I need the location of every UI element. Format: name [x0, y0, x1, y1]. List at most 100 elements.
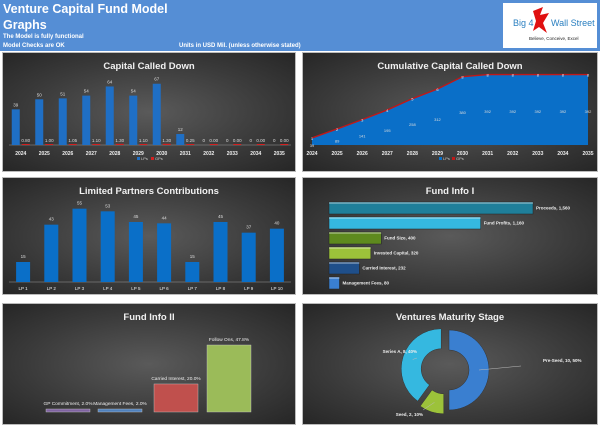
data-label: Pre-Seed, 10, 50%: [543, 358, 582, 363]
gp-data-label: 1.30: [162, 138, 171, 143]
gp-bar: [92, 143, 101, 145]
lp-data-label: 64: [107, 79, 113, 84]
x-tick-label: LP 6: [160, 286, 170, 291]
x-tick-label: 2031: [482, 151, 493, 157]
legend-swatch-gps: [452, 157, 455, 160]
x-tick-label: 2030: [156, 151, 167, 157]
x-tick-label: 2025: [332, 151, 343, 157]
lp-bar: [176, 134, 185, 145]
chart-title: Cumulative Capital Called Down: [377, 61, 522, 72]
lp-data-label: 392: [534, 109, 541, 114]
gp-bar: [233, 144, 242, 145]
bar: [328, 261, 360, 275]
lp-data-label: 39: [13, 102, 19, 107]
gp-data-label: 1.05: [68, 138, 77, 143]
bar: [328, 276, 340, 290]
x-tick-label: 2034: [250, 151, 261, 157]
gps-line: [311, 73, 588, 139]
data-label: 40: [274, 221, 280, 226]
x-tick-label: LP 10: [271, 286, 283, 291]
lp-data-label: 141: [359, 133, 366, 138]
gp-data-label: 6: [436, 87, 439, 92]
legend-label-gps: GPs: [456, 156, 464, 161]
lp-bar: [58, 98, 67, 145]
gp-data-label: 8: [487, 73, 490, 78]
data-label: Follow Ons, 47.8%: [209, 337, 250, 343]
legend-label-lps: LPs: [141, 156, 148, 161]
lp-bar: [152, 83, 161, 145]
gp-bar: [139, 143, 148, 145]
data-label: 15: [21, 254, 27, 259]
x-tick-label: LP 1: [19, 286, 29, 291]
bar: [328, 216, 481, 230]
x-tick-label: 2031: [180, 151, 191, 157]
lp-data-label: 392: [560, 109, 567, 114]
bar: [328, 201, 534, 215]
gp-data-label: 0.00: [209, 138, 218, 143]
leader-line: [422, 402, 435, 411]
data-label: Management Fees, 2.0%: [93, 401, 147, 407]
lp-bar: [157, 223, 172, 282]
lp-contributions-chart: Limited Partners Contributions 15 LP 1 43 LP…: [2, 177, 296, 295]
gp-data-label: 8: [562, 73, 565, 78]
lp-bar: [185, 262, 200, 282]
lp-bar: [44, 224, 59, 282]
gp-data-label: 4: [386, 108, 389, 113]
x-tick-label: 2028: [109, 151, 120, 157]
chart-title: Fund Info II: [123, 312, 174, 323]
gp-data-label: 0.80: [21, 138, 30, 143]
leader-line: [412, 357, 418, 360]
header-banner: Venture Capital Fund Model Graphs The Mo…: [0, 0, 600, 51]
lp-bar: [241, 232, 256, 282]
lp-bar: [72, 208, 87, 282]
data-label: Proceeds, 1,560: [536, 206, 571, 211]
lp-data-label: 89: [335, 138, 340, 143]
gp-data-label: 8: [512, 73, 515, 78]
lp-data-label: 54: [84, 89, 90, 94]
lp-data-label: 392: [585, 109, 592, 114]
lp-data-label: 312: [434, 117, 441, 122]
lp-data-label: 0: [273, 138, 276, 143]
lp-data-label: 392: [484, 109, 491, 114]
bar-highlight: [329, 277, 340, 279]
x-tick-label: LP 8: [216, 286, 226, 291]
data-label: Invested Capital, 320: [374, 251, 419, 256]
gp-bar: [115, 143, 124, 145]
leader-line: [478, 365, 522, 371]
gp-data-label: 5: [411, 97, 414, 102]
donut-slice: [448, 329, 490, 411]
svg-text:Big 4: Big 4: [513, 18, 534, 28]
gp-data-label: 3: [361, 118, 364, 123]
lp-data-label: 392: [509, 109, 516, 114]
lp-bar: [213, 222, 228, 282]
lp-data-label: 258: [409, 122, 416, 127]
fund-info-1-chart: Fund Info I Proceeds, 1,560 Fund Profits, …: [302, 177, 598, 295]
x-tick-label: 2035: [582, 151, 593, 157]
data-label: 37: [246, 225, 252, 230]
x-tick-label: 2033: [227, 151, 238, 157]
red-eagle-icon: Big 4 Wall Street Believe, Conceive, Exc…: [513, 7, 595, 41]
app-title: Venture Capital Fund Model: [3, 2, 168, 16]
lp-bar: [100, 211, 115, 282]
x-tick-label: LP 4: [103, 286, 113, 291]
bar: [45, 408, 91, 413]
bar-highlight: [329, 217, 481, 219]
lp-data-label: 54: [131, 89, 137, 94]
lp-data-label: 12: [178, 127, 184, 132]
capital-called-down-chart: Capital Called Down 39 0.80 2024 50 1.00 2025 5…: [2, 52, 296, 172]
gp-bar: [256, 144, 265, 145]
gp-data-label: 8: [537, 73, 540, 78]
x-tick-label: 2032: [203, 151, 214, 157]
maturity-stage-chart: Ventures Maturity Stage Pre-Seed, 10, 50%…: [302, 303, 598, 425]
legend-label-gps: GPs: [155, 156, 163, 161]
legend-swatch-lps: [439, 157, 442, 160]
x-tick-label: 2028: [407, 151, 418, 157]
x-tick-label: 2027: [86, 151, 97, 157]
gp-data-label: 0.00: [280, 138, 289, 143]
page-title: Graphs: [3, 18, 47, 32]
lp-bar: [82, 95, 91, 145]
lp-data-label: 195: [384, 128, 391, 133]
cumulative-capital-chart: Cumulative Capital Called Down 1 39 2024 2 89…: [302, 52, 598, 172]
fund-info-2-chart: Fund Info II GP Commitment, 2.0% Managemen…: [2, 303, 296, 425]
data-label: GP Commitment, 2.0%: [44, 401, 94, 407]
